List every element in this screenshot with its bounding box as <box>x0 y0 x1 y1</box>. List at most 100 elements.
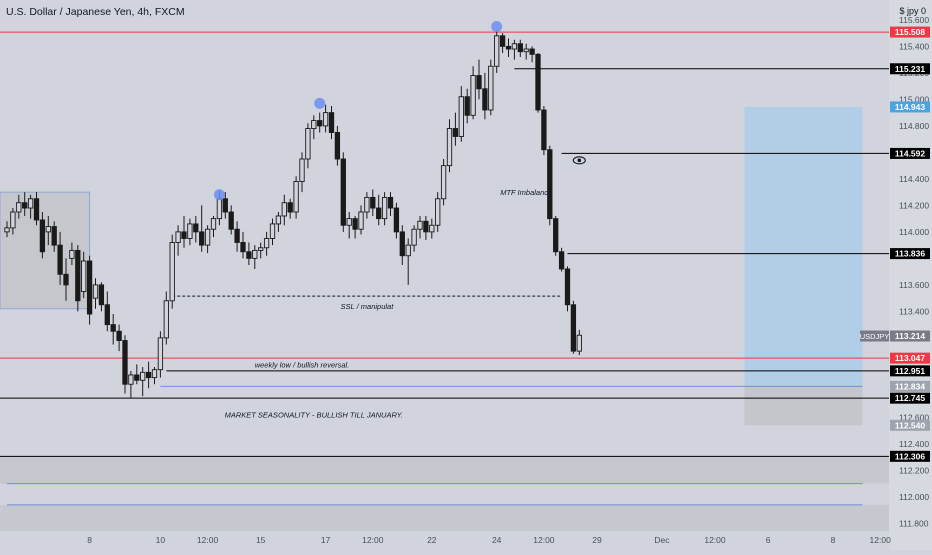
candle-body-bull <box>293 181 299 213</box>
candle-body-bull <box>69 249 75 259</box>
price-label-112.951-bg <box>890 365 930 377</box>
price-label-114.943: 114.943 <box>895 102 926 112</box>
candle-body-bear <box>228 211 234 230</box>
candle-body-bear <box>110 324 116 332</box>
currency-settings[interactable]: $ jpy 0 <box>899 6 926 16</box>
symbol-tag: USDJPY <box>860 332 890 341</box>
x-tick-label: 17 <box>321 535 331 545</box>
y-tick-label: 114.200 <box>899 200 929 210</box>
candle <box>134 364 140 385</box>
candle-body-bull <box>458 96 464 137</box>
candle <box>110 314 116 345</box>
candle-body-bull <box>440 165 447 200</box>
bottom-band-1 <box>0 456 889 484</box>
candle-body-bull <box>151 369 158 379</box>
candle-body-bull <box>346 218 352 226</box>
candle <box>381 192 388 226</box>
eye-outline <box>572 156 586 165</box>
candle <box>440 159 447 206</box>
y-tick-label: 111.800 <box>899 518 929 528</box>
price-label-115.508: 115.508 <box>895 27 926 37</box>
candle <box>122 335 128 394</box>
long-target-zone <box>744 106 863 387</box>
candle-body-bull <box>523 48 529 53</box>
candle-body-bear <box>529 48 535 55</box>
annotation-1: SSL / manipulat <box>340 302 394 311</box>
y-tick-label: 112.200 <box>899 465 929 475</box>
candle-body-bear <box>246 251 252 259</box>
candle <box>570 300 577 354</box>
candle-body-bull <box>322 112 329 127</box>
candle <box>435 192 441 232</box>
candle-body-bear <box>199 231 205 246</box>
candle-body-bear <box>75 249 81 302</box>
candle <box>346 212 352 239</box>
y-tick-label: 112.000 <box>899 492 929 502</box>
y-tick-label: 115.000 <box>899 94 929 104</box>
candle-body-bear <box>541 109 547 151</box>
candle <box>51 221 57 252</box>
candle-body-bear <box>499 35 506 47</box>
candle <box>311 115 317 140</box>
candle <box>452 112 459 146</box>
candle-body-bull <box>169 242 175 302</box>
price-label-112.951: 112.951 <box>895 366 926 376</box>
candle-body-bear <box>145 371 152 379</box>
annotation-2: weekly low / bullish reversal. <box>255 360 350 369</box>
candle <box>482 72 488 120</box>
x-tick-label: 12:00 <box>870 535 892 545</box>
candle <box>169 234 175 309</box>
candle <box>405 238 411 285</box>
candle <box>69 242 75 265</box>
candle-body-bull <box>4 227 10 233</box>
candle <box>317 112 323 133</box>
candle-body-bear <box>423 220 429 233</box>
current-price-label-bg <box>890 330 930 342</box>
candle-body-bull <box>258 247 264 251</box>
candle-body-bear <box>317 120 323 127</box>
candle <box>523 43 529 60</box>
chart-title: U.S. Dollar / Japanese Yen, 4h, FXCM <box>6 6 185 18</box>
candle <box>535 53 541 113</box>
candle-body-bear <box>553 218 559 253</box>
candle <box>470 66 476 120</box>
x-tick-label: 29 <box>592 535 602 545</box>
y-tick-label: 113.400 <box>899 306 929 316</box>
candle <box>210 215 217 238</box>
candle-body-bear <box>387 196 394 209</box>
candle <box>151 367 158 385</box>
candle <box>376 194 382 226</box>
candle <box>140 367 146 397</box>
annotation-3: MTF Imbalance <box>500 188 552 197</box>
x-tick-label: Dec <box>654 535 670 545</box>
candle <box>334 125 341 166</box>
price-label-112.834-bg <box>890 380 930 392</box>
candle-body-bear <box>57 244 63 275</box>
candle-body-bear <box>547 149 553 220</box>
candle <box>86 255 93 325</box>
candle-body-bull <box>488 65 494 111</box>
candle-body-bull <box>470 75 476 116</box>
eye-pupil <box>577 158 582 163</box>
candle <box>275 212 282 232</box>
candle-body-bear <box>98 284 105 306</box>
candle-body-bull <box>140 371 146 381</box>
candle <box>16 194 22 219</box>
y-tick-label: 113.600 <box>899 280 929 290</box>
x-tick-label: 22 <box>427 535 437 545</box>
price-label-112.745: 112.745 <box>895 393 926 403</box>
candle-body-bull <box>10 211 16 229</box>
candle-body-bear <box>51 226 57 246</box>
bottom-band-2 <box>0 504 889 530</box>
candle <box>423 215 429 240</box>
price-label-112.745-bg <box>890 392 930 404</box>
candle <box>228 205 234 235</box>
candle <box>458 86 464 142</box>
candle-body-bull <box>16 202 22 213</box>
candle-body-bear <box>104 304 110 326</box>
candle <box>181 215 187 248</box>
candle-body-bear <box>535 53 541 111</box>
candle <box>287 198 293 219</box>
